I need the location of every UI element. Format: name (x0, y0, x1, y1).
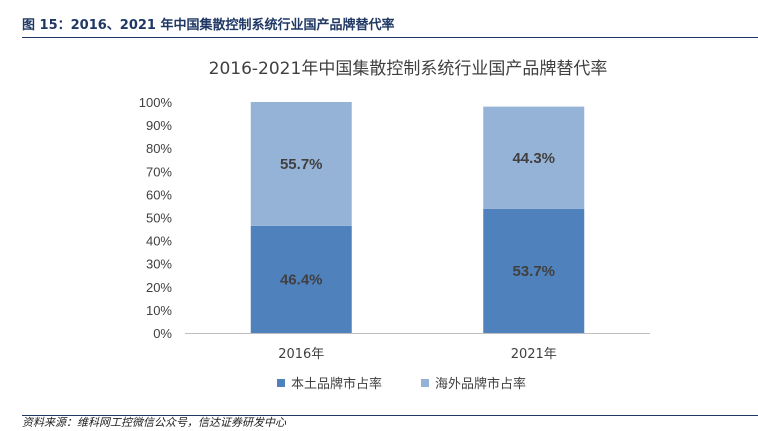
y-tick-label: 100% (139, 95, 173, 110)
x-axis: 2016年 2021年 (185, 333, 650, 362)
y-tick-label: 70% (146, 164, 172, 179)
chart-title: 2016-2021年中国集散控制系统行业国产品牌替代率 (209, 59, 608, 79)
y-tick-label: 90% (146, 118, 172, 133)
y-tick-label: 30% (146, 257, 172, 272)
data-label: 55.7% (280, 156, 323, 173)
figure-title: 图 15：2016、2021 年中国集散控制系统行业国产品牌替代率 (22, 18, 395, 33)
bar-segment (250, 102, 352, 226)
y-tick-label: 50% (146, 211, 172, 226)
source-note: 资料来源：维科网工控微信公众号，信达证券研发中心 (22, 416, 286, 429)
bar-segment (483, 208, 585, 333)
data-label: 53.7% (512, 263, 555, 280)
bar-segment (250, 225, 352, 333)
y-tick-label: 0% (153, 326, 172, 341)
x-tick-label: 2016年 (278, 347, 324, 362)
y-tick-label: 40% (146, 234, 172, 249)
legend: 本土品牌市占率 海外品牌市占率 (277, 376, 526, 392)
x-tick-label: 2021年 (511, 347, 557, 362)
legend-label: 本土品牌市占率 (291, 376, 382, 392)
y-axis: 0% 10% 20% 30% 40% 50% 60% 70% 80% 90% 100% (139, 95, 173, 341)
y-tick-label: 10% (146, 303, 172, 318)
legend-swatch (421, 379, 429, 387)
header-rule (22, 37, 758, 38)
bars: 46.4% 55.7% 53.7% 44.3% (250, 102, 585, 333)
data-label: 44.3% (512, 150, 555, 167)
y-tick-label: 80% (146, 141, 172, 156)
legend-label: 海外品牌市占率 (435, 376, 526, 392)
y-tick-label: 20% (146, 280, 172, 295)
data-label: 46.4% (280, 271, 323, 288)
y-tick-label: 60% (146, 187, 172, 202)
footer-rule (22, 415, 758, 416)
bar-segment (483, 106, 585, 209)
legend-swatch (277, 379, 285, 387)
